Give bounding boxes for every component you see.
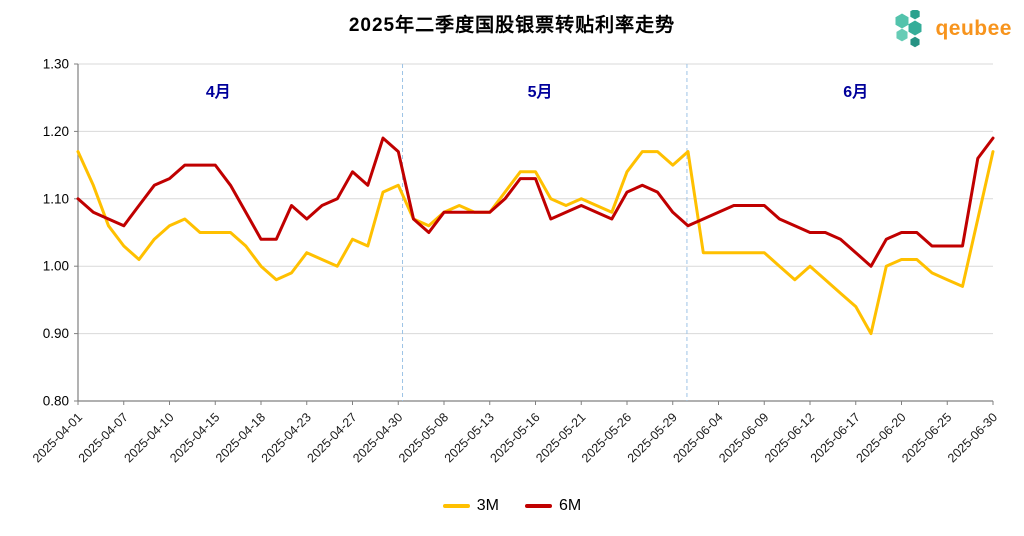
logo-wordmark: qeubee: [935, 17, 1012, 40]
legend-swatch-3M: [442, 504, 470, 508]
y-tick-label: 1.00: [43, 259, 69, 274]
legend-item-3M: 3M: [442, 497, 499, 515]
y-tick-label: 1.20: [43, 124, 69, 139]
y-tick-label: 0.90: [43, 326, 69, 341]
month-label: 5月: [528, 83, 553, 101]
month-label: 4月: [206, 83, 231, 101]
y-tick-label: 0.80: [43, 394, 69, 409]
x-tick-label: 2025-06-30: [945, 410, 1000, 465]
chart-legend: 3M 6M: [0, 497, 1024, 515]
y-tick-label: 1.10: [43, 191, 69, 206]
y-tick-label: 1.30: [43, 57, 69, 72]
legend-item-6M: 6M: [525, 497, 581, 515]
series-line-3M: [76, 150, 995, 336]
logo-hexagons-icon: [895, 10, 922, 48]
legend-label-3M: 3M: [476, 497, 499, 514]
series-line-6M: [76, 136, 995, 268]
month-label: 6月: [843, 83, 868, 101]
legend-label-6M: 6M: [559, 497, 582, 514]
chart-title: 2025年二季度国股银票转贴利率走势: [348, 15, 676, 36]
logo: qeubee: [890, 10, 1012, 48]
legend-swatch-6M: [525, 504, 552, 508]
